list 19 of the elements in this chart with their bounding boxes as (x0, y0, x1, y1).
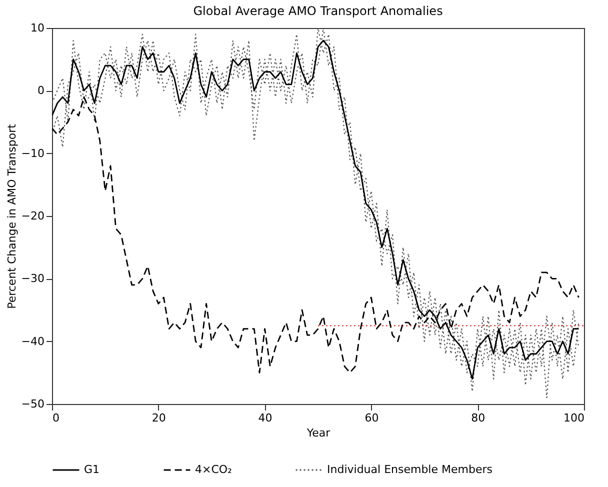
x-tick-label: 80 (471, 412, 486, 424)
y-axis-title: Percent Change in AMO Transport (5, 123, 18, 309)
legend-label: G1 (84, 463, 100, 476)
y-tick-label: 0 (38, 84, 44, 98)
y-tick-label: −40 (21, 334, 44, 348)
y-tick-label: 10 (30, 22, 44, 34)
x-axis-title: Year (306, 426, 331, 440)
y-tick-label: −50 (21, 398, 44, 410)
legend-label: 4×CO₂ (195, 463, 232, 476)
y-tick-label: −10 (21, 146, 44, 160)
y-tick-label: −20 (21, 210, 44, 222)
x-tick-label: 0 (52, 412, 60, 424)
legend-label: Individual Ensemble Members (327, 463, 493, 476)
x-tick-label: 60 (364, 412, 379, 424)
chart-title: Global Average AMO Transport Anomalies (193, 4, 443, 18)
x-tick-label: 100 (564, 412, 584, 424)
x-tick-label: 40 (258, 412, 272, 424)
x-tick-label: 20 (152, 412, 166, 424)
y-tick-label: −30 (21, 272, 44, 286)
